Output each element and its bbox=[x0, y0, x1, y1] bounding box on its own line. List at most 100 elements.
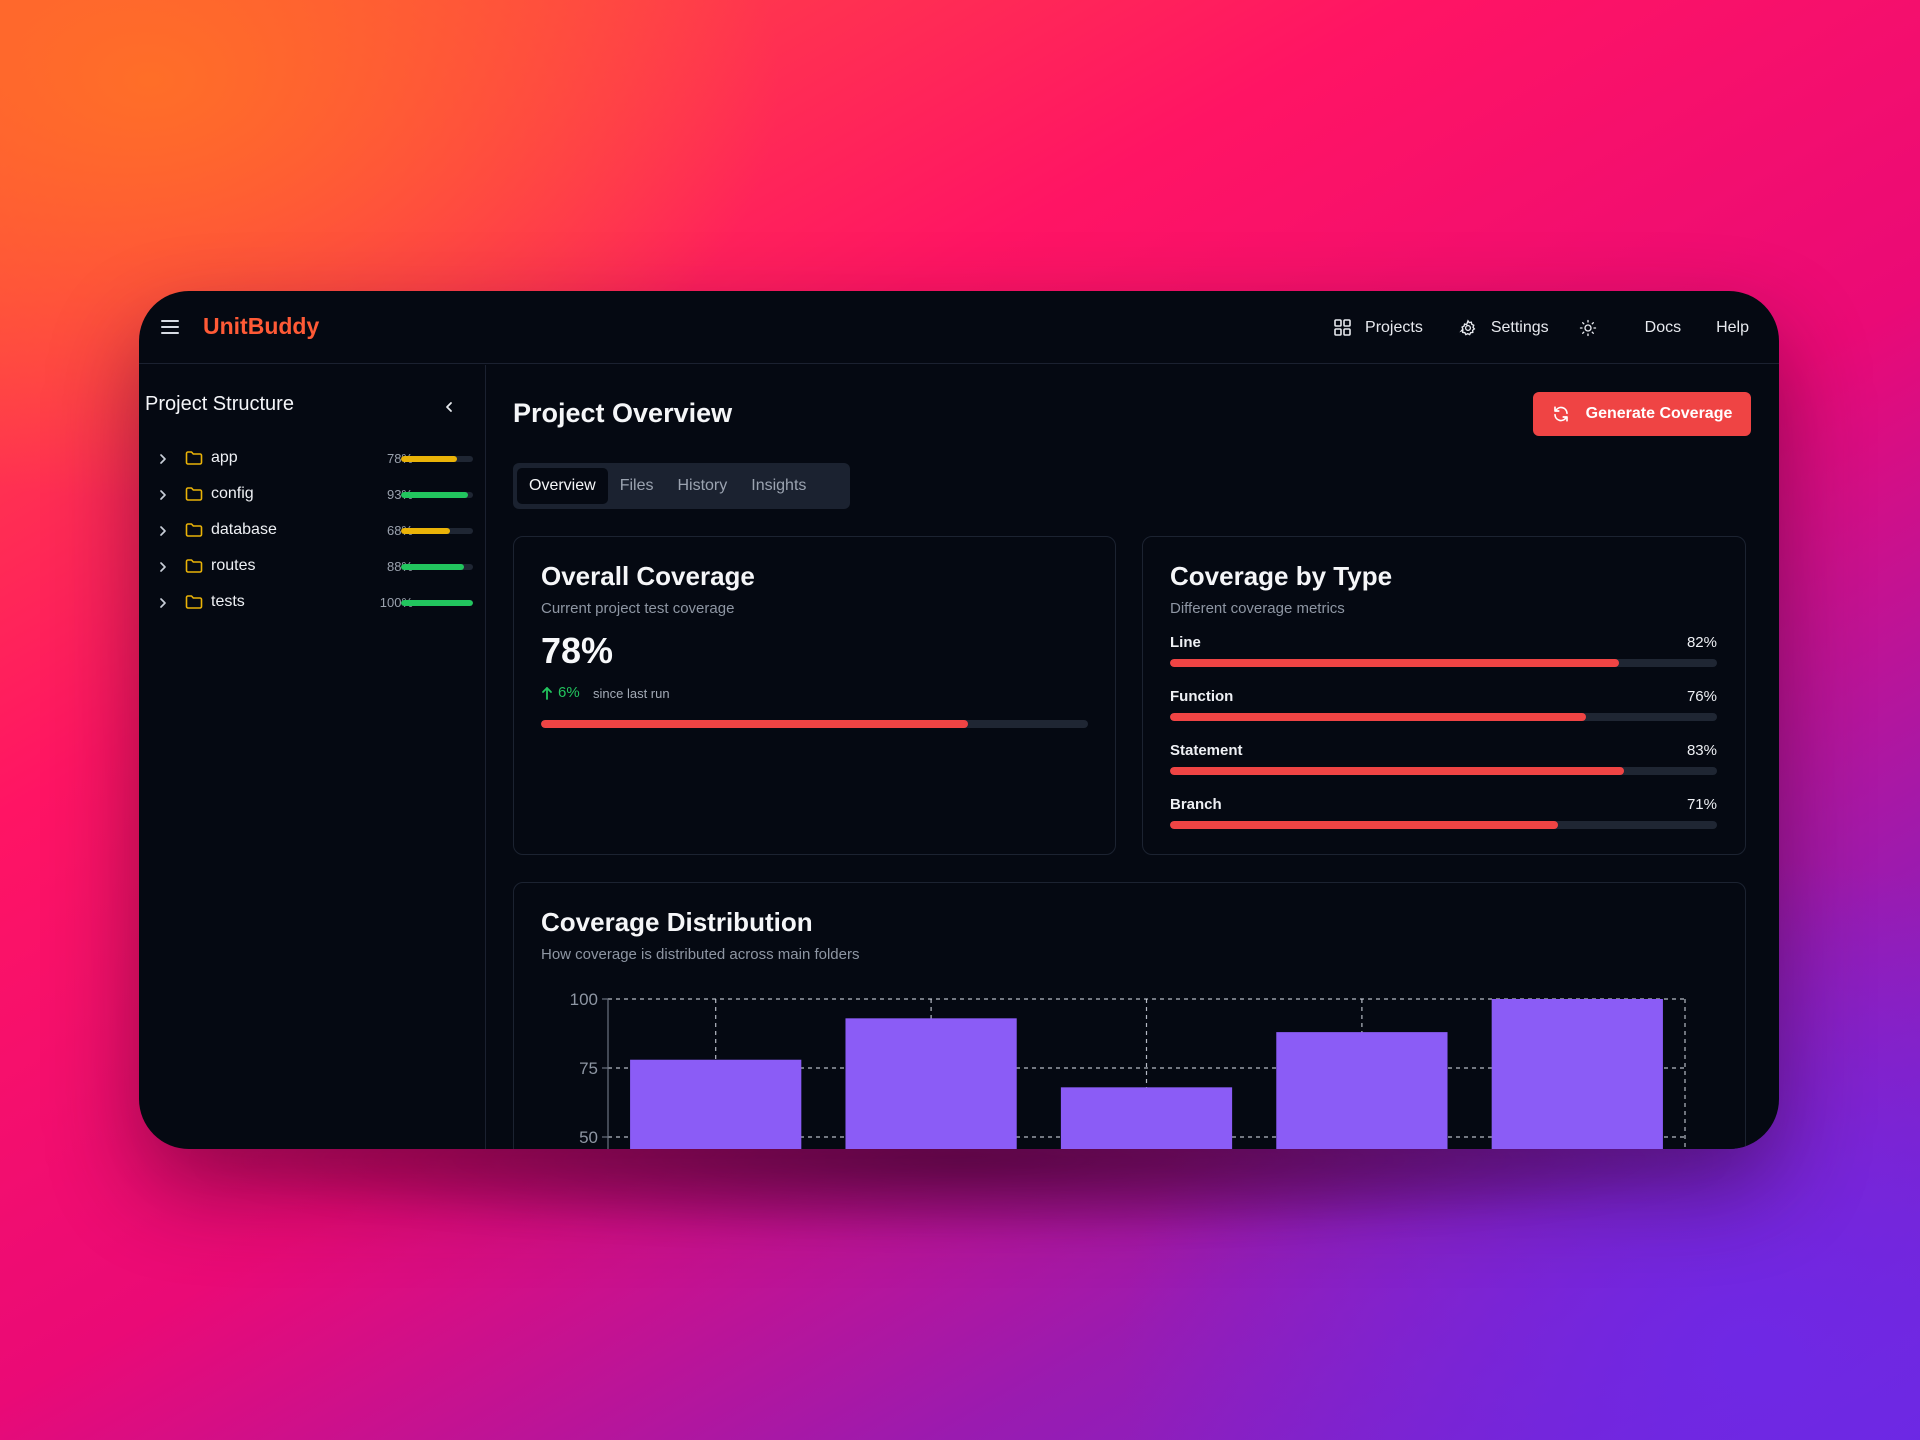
folder-icon bbox=[185, 559, 203, 573]
page-title: Project Overview bbox=[513, 398, 733, 428]
tree-item-percent: 78% bbox=[386, 451, 413, 466]
overall-coverage-subtitle: Current project test coverage bbox=[541, 600, 735, 617]
tab-files[interactable]: Files bbox=[619, 477, 654, 494]
tree-item-label: routes bbox=[211, 557, 256, 574]
tree-item-coverage-bar bbox=[401, 528, 473, 534]
refresh-icon bbox=[1553, 406, 1568, 422]
tree-item-config[interactable]: config 93% bbox=[157, 477, 473, 513]
metric-bar bbox=[1170, 713, 1717, 721]
tree-item-coverage-bar bbox=[401, 492, 473, 498]
metric-percent: 76% bbox=[1686, 688, 1717, 705]
bar-app bbox=[630, 1059, 802, 1149]
generate-coverage-button[interactable]: Generate Coverage bbox=[1533, 392, 1751, 436]
tree-item-routes[interactable]: routes 88% bbox=[157, 549, 473, 585]
metric-function: Function 76% bbox=[1170, 688, 1717, 728]
tree-item-coverage-fill bbox=[401, 528, 450, 534]
coverage-distribution-chart: 100 75 50 bbox=[570, 990, 1686, 1149]
tab-history[interactable]: History bbox=[677, 477, 728, 494]
tree-item-tests[interactable]: tests 100% bbox=[157, 585, 473, 621]
tree-item-percent: 93% bbox=[386, 487, 413, 502]
nav-help[interactable]: Help bbox=[1716, 318, 1749, 336]
app-window: UnitBuddy Projects Settings bbox=[139, 291, 1779, 1149]
tree-item-label: config bbox=[211, 485, 254, 502]
nav-docs[interactable]: Docs bbox=[1644, 318, 1682, 336]
metric-line: Line 82% bbox=[1170, 634, 1717, 674]
gear-icon bbox=[1459, 318, 1476, 336]
tree-item-coverage-bar bbox=[401, 564, 473, 570]
tree-item-coverage-bar bbox=[401, 456, 473, 462]
chevron-right-icon[interactable] bbox=[157, 488, 169, 502]
tree-item-percent: 68% bbox=[386, 523, 413, 538]
tree-item-label: database bbox=[211, 521, 277, 538]
tree-item-coverage-fill bbox=[401, 600, 473, 606]
metric-percent: 71% bbox=[1686, 796, 1717, 813]
bar-tests bbox=[1491, 999, 1663, 1149]
hamburger-menu-icon[interactable] bbox=[161, 320, 179, 334]
overall-coverage-bar-fill bbox=[541, 720, 968, 728]
nav-projects[interactable]: Projects bbox=[1334, 319, 1423, 337]
folder-icon bbox=[185, 523, 203, 537]
bar-config bbox=[845, 1018, 1017, 1149]
metric-bar bbox=[1170, 821, 1717, 829]
chevron-right-icon[interactable] bbox=[157, 560, 169, 574]
overall-coverage-bar bbox=[541, 720, 1088, 728]
metric-statement: Statement 83% bbox=[1170, 742, 1717, 782]
tab-overview[interactable]: Overview bbox=[517, 468, 608, 504]
folder-icon bbox=[185, 451, 203, 465]
coverage-by-type-subtitle: Different coverage metrics bbox=[1170, 600, 1345, 617]
brand-logo[interactable]: UnitBuddy bbox=[203, 313, 320, 339]
tree-item-app[interactable]: app 78% bbox=[157, 441, 473, 477]
top-nav: Projects Settings Docs Help bbox=[1334, 291, 1749, 364]
tree-item-coverage-fill bbox=[401, 564, 465, 570]
coverage-by-type-card: Coverage by Type Different coverage metr… bbox=[1142, 536, 1746, 855]
overall-coverage-value: 78% bbox=[541, 630, 614, 671]
theme-toggle[interactable] bbox=[1579, 319, 1611, 337]
coverage-distribution-title: Coverage Distribution bbox=[541, 907, 813, 937]
project-tree: app 78% config 93% database 68% routes 88% tests… bbox=[157, 441, 473, 621]
metric-label: Line bbox=[1170, 634, 1201, 651]
metric-bar-fill bbox=[1170, 821, 1559, 829]
coverage-delta-note: since last run bbox=[593, 686, 670, 701]
generate-coverage-label: Generate Coverage bbox=[1585, 405, 1733, 422]
metric-bar-fill bbox=[1170, 767, 1624, 775]
folder-icon bbox=[185, 595, 203, 609]
tree-item-coverage-fill bbox=[401, 492, 468, 498]
arrow-up-icon bbox=[542, 686, 552, 700]
tab-insights[interactable]: Insights bbox=[751, 477, 807, 494]
nav-projects-label: Projects bbox=[1365, 318, 1423, 336]
metric-percent: 83% bbox=[1686, 742, 1717, 759]
bar-database bbox=[1060, 1087, 1233, 1149]
metric-percent: 82% bbox=[1686, 634, 1717, 651]
metric-bar-fill bbox=[1170, 659, 1619, 667]
overall-coverage-title: Overall Coverage bbox=[541, 561, 755, 591]
chevron-right-icon[interactable] bbox=[157, 524, 169, 538]
sun-icon bbox=[1579, 319, 1596, 336]
coverage-distribution-subtitle: How coverage is distributed across main … bbox=[541, 946, 860, 963]
overall-coverage-card: Overall Coverage Current project test co… bbox=[513, 536, 1116, 855]
tree-item-label: app bbox=[211, 449, 238, 466]
coverage-by-type-title: Coverage by Type bbox=[1170, 561, 1393, 591]
metric-label: Function bbox=[1170, 688, 1234, 705]
y-tick-label: 75 bbox=[579, 1059, 598, 1078]
tree-item-coverage-bar bbox=[401, 600, 473, 606]
bar-routes bbox=[1276, 1032, 1448, 1149]
chevron-left-icon[interactable] bbox=[439, 397, 459, 417]
metric-label: Branch bbox=[1170, 796, 1222, 813]
nav-settings[interactable]: Settings bbox=[1459, 319, 1549, 337]
metric-bar bbox=[1170, 659, 1717, 667]
tree-item-coverage-fill bbox=[401, 456, 458, 462]
y-tick-label: 50 bbox=[579, 1128, 598, 1147]
metric-branch: Branch 71% bbox=[1170, 796, 1717, 836]
metric-bar bbox=[1170, 767, 1717, 775]
metric-bar-fill bbox=[1170, 713, 1586, 721]
sidebar-title: Project Structure bbox=[145, 393, 294, 415]
nav-settings-label: Settings bbox=[1490, 318, 1549, 336]
metric-label: Statement bbox=[1170, 742, 1243, 759]
tab-bar: Overview Files History Insights bbox=[513, 463, 850, 509]
coverage-delta-value: 6% bbox=[558, 684, 580, 701]
chevron-right-icon[interactable] bbox=[157, 452, 169, 466]
chevron-right-icon[interactable] bbox=[157, 596, 169, 610]
tree-item-database[interactable]: database 68% bbox=[157, 513, 473, 549]
main-content: Project Overview Generate Coverage Overv… bbox=[487, 365, 1779, 1149]
folder-icon bbox=[185, 487, 203, 501]
